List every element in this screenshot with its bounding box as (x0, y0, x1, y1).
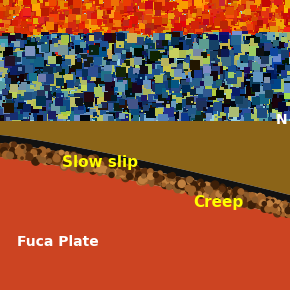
Circle shape (89, 158, 91, 160)
Circle shape (195, 192, 197, 195)
Circle shape (80, 157, 83, 160)
Circle shape (76, 155, 82, 160)
Circle shape (3, 148, 7, 151)
Circle shape (205, 186, 213, 193)
Circle shape (152, 176, 154, 179)
Circle shape (198, 179, 203, 184)
Circle shape (158, 171, 162, 175)
Circle shape (121, 170, 124, 173)
Circle shape (169, 178, 172, 181)
Circle shape (261, 198, 263, 201)
Circle shape (254, 201, 257, 204)
Circle shape (220, 189, 226, 196)
Circle shape (216, 191, 222, 197)
Circle shape (236, 201, 243, 207)
Circle shape (137, 177, 144, 185)
Circle shape (73, 154, 76, 157)
Circle shape (130, 175, 133, 178)
Circle shape (238, 189, 244, 195)
Circle shape (16, 146, 22, 153)
Circle shape (146, 170, 153, 177)
Circle shape (258, 198, 263, 202)
Circle shape (63, 160, 70, 167)
Circle shape (284, 200, 287, 203)
Circle shape (274, 204, 277, 208)
Circle shape (193, 183, 201, 190)
Circle shape (19, 144, 26, 151)
Circle shape (111, 166, 115, 171)
Circle shape (122, 169, 128, 175)
Circle shape (55, 157, 60, 162)
Circle shape (98, 162, 104, 167)
Circle shape (148, 169, 153, 174)
Circle shape (39, 158, 43, 162)
Circle shape (188, 190, 194, 195)
Circle shape (247, 197, 255, 204)
Circle shape (110, 162, 114, 166)
Circle shape (287, 213, 290, 217)
Polygon shape (0, 143, 290, 217)
Circle shape (132, 166, 139, 173)
Circle shape (198, 182, 202, 186)
Circle shape (22, 144, 30, 151)
Circle shape (110, 166, 116, 172)
Circle shape (70, 156, 75, 160)
Circle shape (57, 153, 64, 160)
Circle shape (175, 184, 178, 187)
Circle shape (233, 187, 240, 195)
Circle shape (179, 182, 187, 190)
Circle shape (185, 185, 193, 192)
Circle shape (287, 212, 290, 218)
Circle shape (43, 158, 49, 164)
Circle shape (188, 180, 192, 184)
Circle shape (184, 178, 190, 183)
Circle shape (223, 188, 230, 195)
Circle shape (55, 151, 62, 159)
Circle shape (276, 202, 278, 204)
Circle shape (7, 152, 13, 159)
Circle shape (77, 158, 80, 161)
Circle shape (170, 173, 175, 178)
Circle shape (287, 207, 290, 214)
Circle shape (126, 173, 133, 179)
Circle shape (184, 185, 186, 187)
Circle shape (159, 178, 166, 186)
Circle shape (144, 176, 152, 184)
Circle shape (38, 147, 46, 155)
Circle shape (111, 165, 114, 168)
Circle shape (223, 193, 229, 199)
Circle shape (119, 169, 126, 176)
Circle shape (278, 211, 280, 214)
Circle shape (198, 192, 204, 198)
Circle shape (265, 206, 271, 212)
Circle shape (149, 178, 154, 183)
Circle shape (247, 193, 253, 199)
Circle shape (10, 142, 14, 147)
Circle shape (187, 191, 191, 194)
Circle shape (20, 147, 27, 153)
Circle shape (256, 200, 258, 202)
Circle shape (77, 157, 83, 163)
Circle shape (85, 162, 93, 169)
Circle shape (178, 180, 185, 187)
Circle shape (72, 160, 76, 164)
Circle shape (173, 177, 177, 181)
Circle shape (259, 201, 264, 206)
Circle shape (248, 195, 252, 200)
Circle shape (241, 195, 244, 198)
Circle shape (31, 151, 33, 154)
Circle shape (152, 180, 154, 182)
Circle shape (278, 207, 282, 212)
Circle shape (119, 168, 125, 174)
Circle shape (135, 174, 142, 181)
Circle shape (46, 155, 51, 161)
Circle shape (108, 169, 113, 173)
Circle shape (107, 171, 114, 177)
Circle shape (286, 212, 290, 216)
Circle shape (23, 154, 25, 156)
Circle shape (15, 145, 21, 151)
Circle shape (248, 201, 255, 209)
Circle shape (47, 155, 50, 158)
Circle shape (139, 177, 141, 179)
